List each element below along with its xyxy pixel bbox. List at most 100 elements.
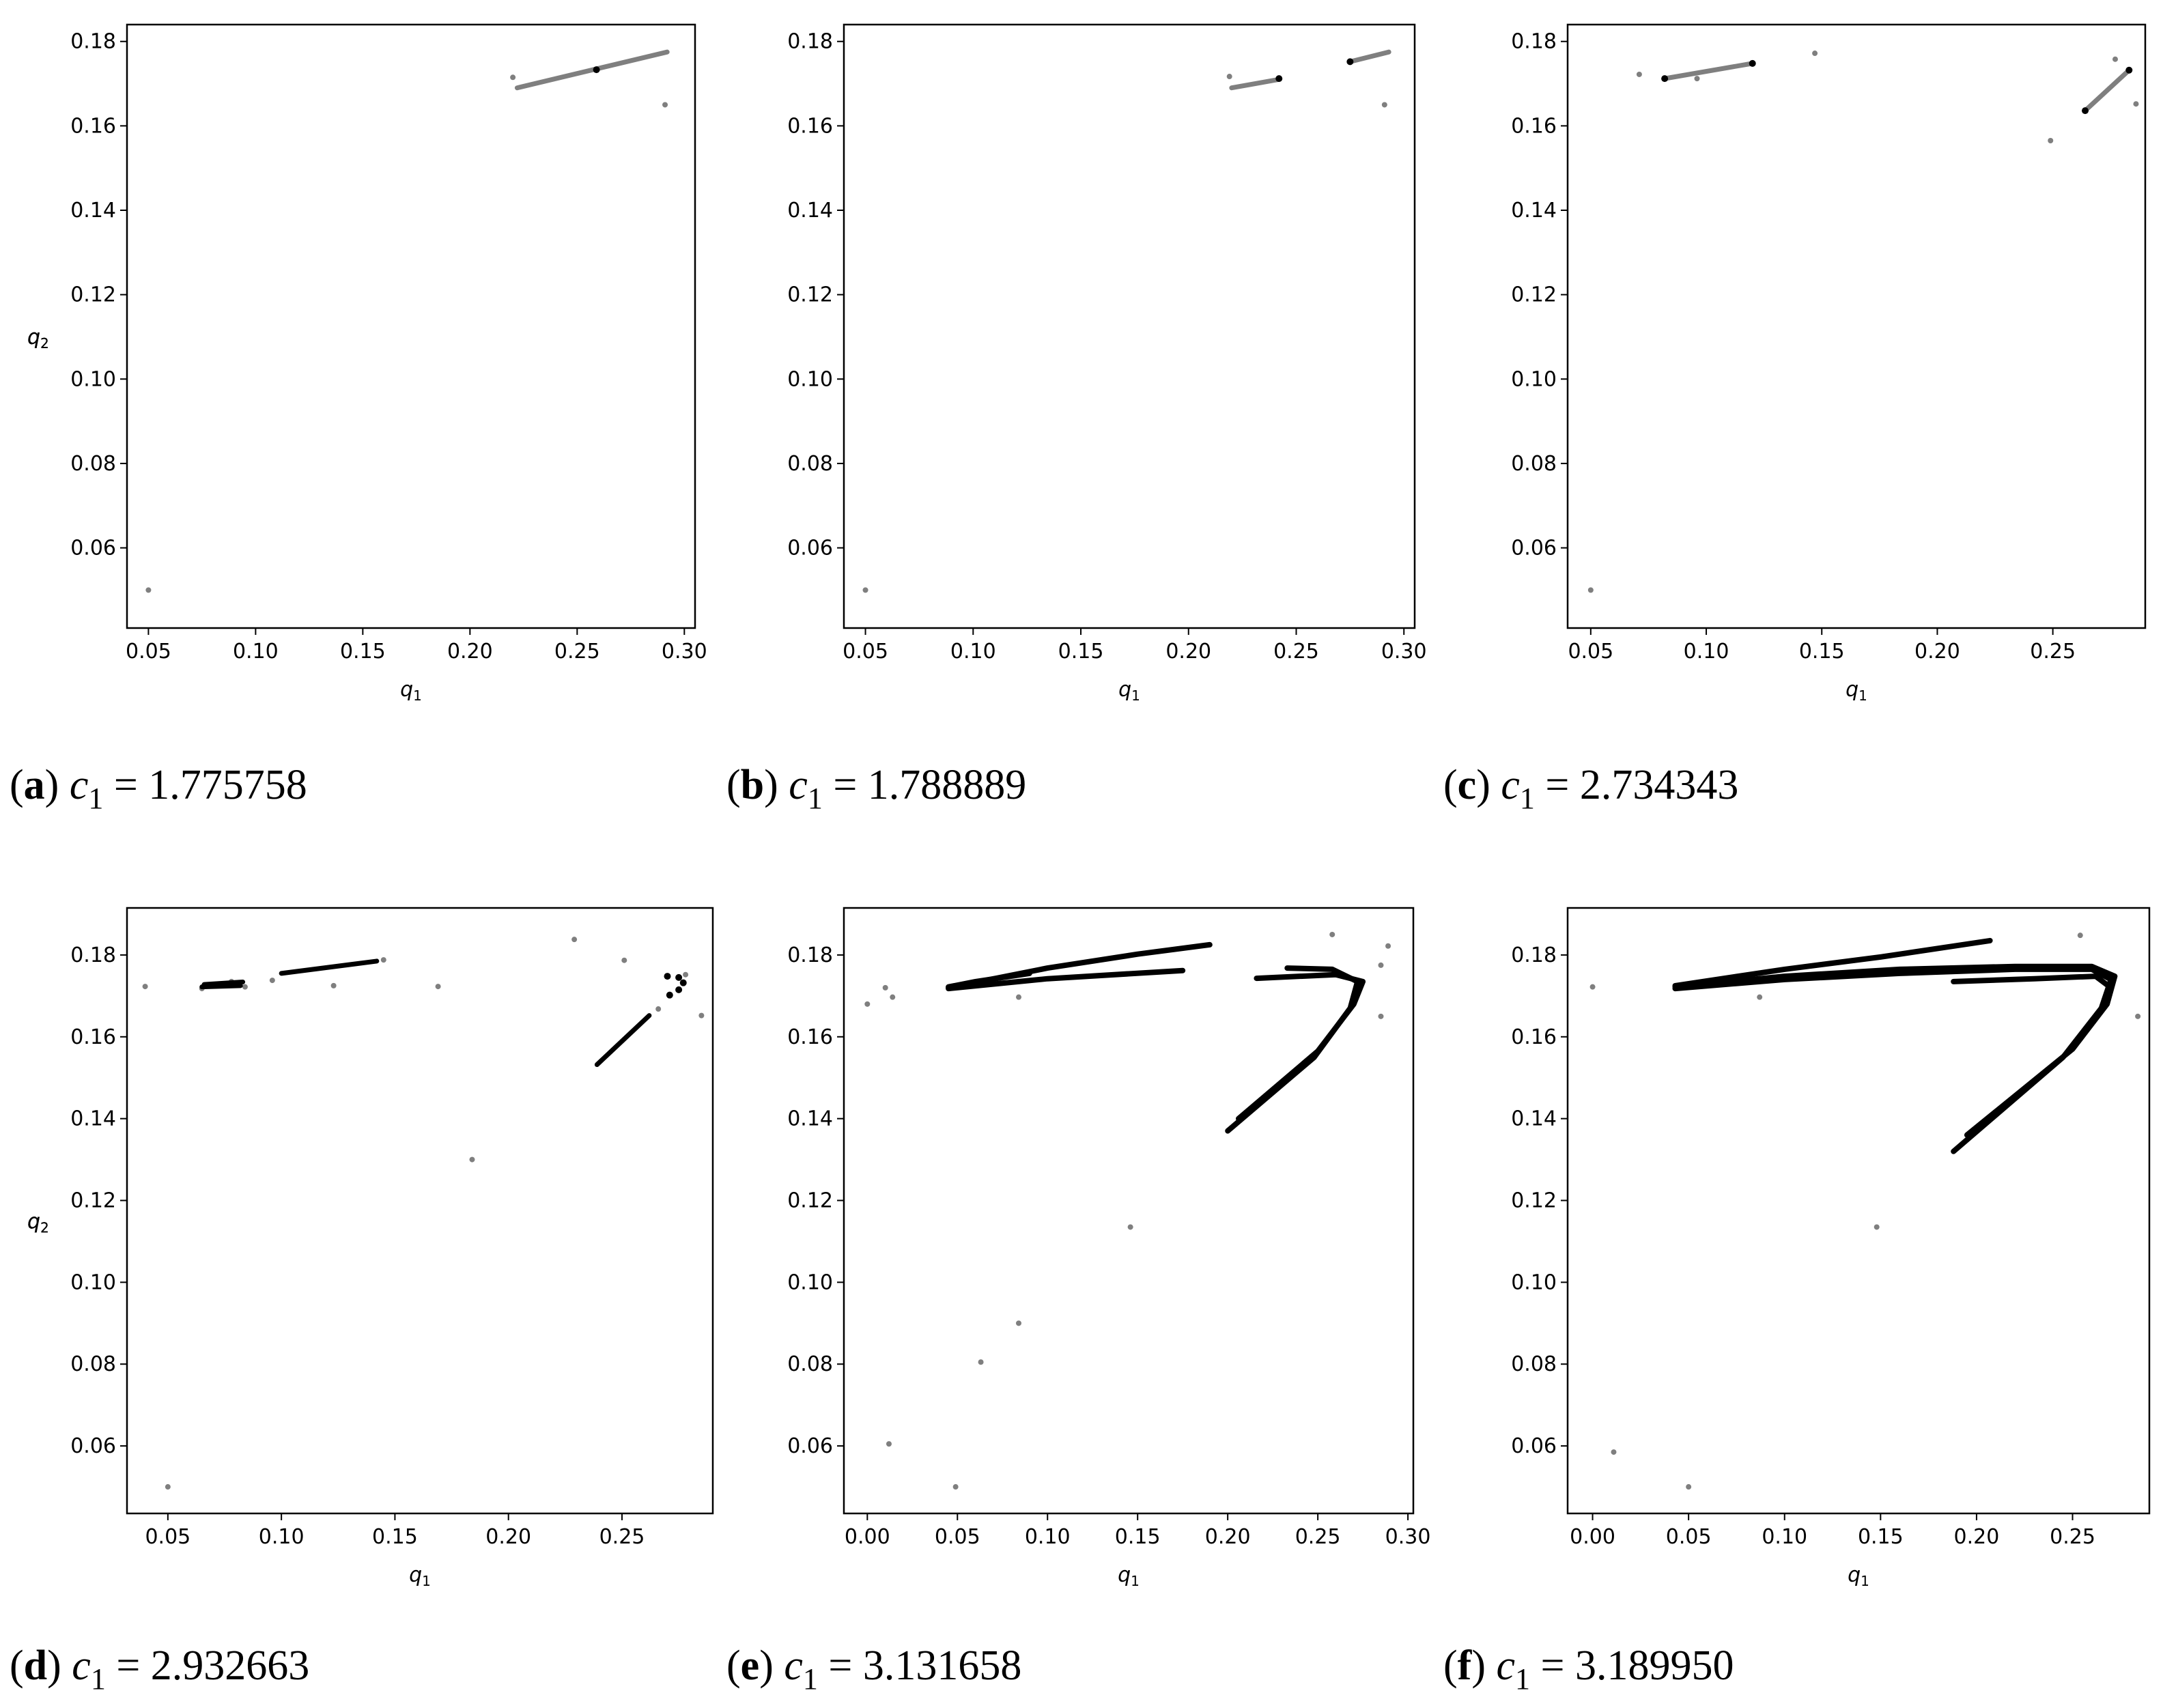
y-tick-label: 0.10	[787, 1270, 833, 1294]
x-axis-label: q1	[400, 678, 422, 704]
x-tick-label: 0.10	[233, 640, 279, 664]
x-tick-label: 0.25	[1273, 640, 1319, 664]
panel-caption: (e) c1 = 3.131658	[726, 1642, 1021, 1696]
x-tick-label: 0.10	[1762, 1525, 1807, 1549]
y-tick-label: 0.14	[70, 1107, 116, 1131]
x-tick-label: 0.05	[1666, 1525, 1712, 1549]
gray-data-point	[1127, 1224, 1133, 1230]
x-tick-label: 0.25	[599, 1525, 645, 1549]
gray-data-point	[662, 102, 668, 108]
y-tick-label: 0.08	[787, 452, 833, 476]
y-tick-label: 0.16	[1511, 114, 1557, 138]
gray-data-point	[380, 957, 386, 963]
panel-caption: (b) c1 = 1.788889	[726, 762, 1026, 815]
gray-data-point	[1378, 962, 1384, 968]
y-tick-label: 0.12	[1511, 1189, 1557, 1213]
gray-point-band	[1662, 61, 1755, 81]
y-tick-label: 0.16	[787, 114, 833, 138]
subplot-b: 0.05 0.10 0.15 0.20 0.25 0.30 0.06 0.08 0.10 0.12…	[27, 23, 1427, 815]
black-point-curve	[1672, 937, 1993, 988]
gray-data-point	[1686, 1484, 1692, 1490]
y-tick-label: 0.06	[1511, 537, 1557, 560]
y-tick-label: 0.16	[1511, 1025, 1557, 1049]
y-tick-label: 0.16	[70, 1025, 116, 1049]
gray-data-point	[683, 971, 689, 978]
black-point-band	[199, 983, 243, 990]
gray-data-point	[242, 984, 248, 990]
x-tick-label: 0.20	[1954, 1525, 2000, 1549]
black-data-point	[593, 66, 600, 74]
y-tick-label: 0.08	[70, 452, 116, 476]
x-axis-label: q1	[409, 1563, 431, 1589]
gray-data-point	[145, 587, 152, 593]
black-point-curve	[1672, 966, 2114, 1154]
black-data-point	[666, 991, 673, 999]
gray-data-point	[2048, 138, 2054, 143]
x-tick-label: 0.15	[1858, 1525, 1904, 1549]
y-tick-label: 0.18	[70, 30, 116, 54]
black-point-band	[594, 1013, 652, 1068]
x-tick-label: 0.15	[340, 640, 386, 664]
y-tick-label: 0.18	[1511, 943, 1557, 967]
plot-frame	[1566, 23, 2147, 629]
y-tick-label: 0.06	[70, 537, 116, 560]
y-tick-label: 0.14	[70, 199, 116, 223]
x-tick-label: 0.05	[126, 640, 171, 664]
y-tick-label: 0.12	[787, 1189, 833, 1213]
plot-area	[1587, 51, 2139, 593]
y-tick-label: 0.08	[1511, 452, 1557, 476]
gray-data-point	[1226, 74, 1232, 80]
plot-frame	[1566, 907, 2151, 1515]
plot-frame	[843, 23, 1416, 629]
x-tick-label: 0.15	[1058, 640, 1104, 664]
y-tick-label: 0.08	[787, 1352, 833, 1376]
gray-data-point	[1636, 71, 1642, 77]
black-data-point	[675, 986, 683, 993]
y-tick-label: 0.16	[70, 114, 116, 138]
black-data-point	[2125, 66, 2133, 74]
black-point-band	[201, 979, 246, 987]
panel-caption: (f) c1 = 3.189950	[1443, 1642, 1734, 1696]
x-tick-label: 0.10	[950, 640, 996, 664]
gray-data-point	[1694, 76, 1700, 82]
y-tick-label: 0.06	[70, 1434, 116, 1458]
gray-point-band	[2082, 68, 2132, 113]
y-tick-label: 0.06	[787, 537, 833, 560]
x-tick-label: 0.15	[372, 1525, 418, 1549]
plot-area	[864, 931, 1391, 1490]
gray-point-band	[514, 49, 670, 91]
y-tick-label: 0.18	[787, 943, 833, 967]
x-tick-label: 0.30	[662, 640, 707, 664]
black-data-point	[679, 979, 687, 986]
x-axis-label: q1	[1846, 678, 1867, 704]
black-data-point	[675, 973, 683, 981]
y-tick-label: 0.06	[1511, 1434, 1557, 1458]
black-point-curve	[1672, 963, 2118, 1138]
gray-data-point	[165, 1484, 171, 1490]
x-tick-label: 0.25	[2050, 1525, 2095, 1549]
black-data-point	[1275, 75, 1283, 83]
gray-point-band	[1229, 76, 1282, 91]
subplot-e: 0.00 0.05 0.10 0.15 0.20 0.25 0.30 0.06 0.08 0.10…	[27, 907, 1430, 1696]
black-point-curve	[1225, 965, 1361, 1134]
black-point-curve	[1951, 973, 2114, 991]
x-tick-label: 0.10	[1025, 1525, 1071, 1549]
plot-area	[145, 49, 670, 593]
x-tick-label: 0.25	[554, 640, 600, 664]
x-tick-label: 0.25	[1295, 1525, 1341, 1549]
y-tick-label: 0.08	[1511, 1352, 1557, 1376]
y-tick-label: 0.12	[70, 1189, 116, 1213]
gray-data-point	[882, 984, 888, 991]
y-tick-label: 0.10	[70, 1270, 116, 1294]
x-tick-label: 0.10	[1684, 640, 1729, 664]
gray-data-point	[1757, 994, 1763, 1000]
x-tick-label: 0.05	[1568, 640, 1613, 664]
black-data-point	[1661, 75, 1669, 83]
black-point-curve	[946, 970, 1032, 990]
plot-frame	[843, 907, 1415, 1515]
gray-data-point	[978, 1359, 984, 1365]
gray-data-point	[142, 984, 148, 990]
y-tick-label: 0.14	[787, 199, 833, 223]
gray-data-point	[330, 982, 337, 988]
